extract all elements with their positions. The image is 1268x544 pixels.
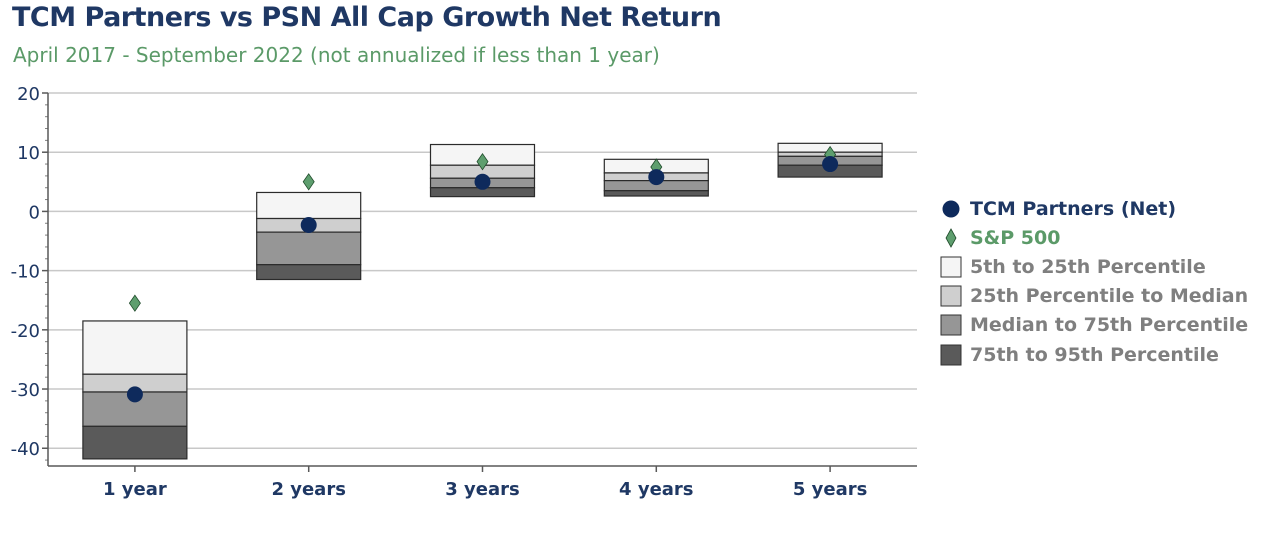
x-tick-label: 3 years [445,479,519,500]
x-tick-label: 1 year [103,479,167,500]
percentile-chart: 20 10 0 -10 -20 -30 -40 1 year 2 years 3 years 4 y… [11,84,917,500]
legend-item-band-75-95: 75th to 95th Percentile [940,340,1248,369]
sp500-point [128,294,141,312]
band-5-25 [82,320,188,375]
legend-label-band-50-75: Median to 75th Percentile [970,314,1249,337]
chart-title: TCM Partners vs PSN All Cap Growth Net R… [12,2,722,33]
band-75-95 [256,264,362,281]
x-tick-label: 2 years [271,479,345,500]
tcm-point [474,173,491,190]
band-50-75 [256,231,362,266]
legend-item-band-25-50: 25th Percentile to Median [940,282,1248,311]
legend-item-sp500: S&P 500 [940,223,1248,252]
swatch-light-icon [940,256,962,278]
tcm-point [648,169,665,186]
chart-legend: TCM Partners (Net) S&P 500 5th to 25th P… [940,194,1248,369]
band-75-95 [82,425,188,460]
y-tick-label: 20 [17,84,40,105]
band-75-95 [603,190,709,197]
legend-item-band-5-25: 5th to 25th Percentile [940,252,1248,281]
tcm-point [300,217,317,234]
band-5-25 [256,191,362,220]
y-tick-label: 0 [29,202,40,223]
tcm-point [822,156,839,173]
diamond-marker-icon [940,227,962,249]
y-tick-label: -40 [11,439,40,460]
circle-marker-icon [940,198,962,220]
tcm-point [126,386,143,403]
chart-subtitle: April 2017 - September 2022 (not annuali… [13,43,660,67]
x-tick-label: 4 years [619,479,693,500]
sp500-point [476,152,489,171]
legend-label-band-25-50: 25th Percentile to Median [970,285,1249,308]
legend-label-tcm: TCM Partners (Net) [970,197,1177,220]
legend-label-sp500: S&P 500 [970,226,1061,249]
legend-label-band-75-95: 75th to 95th Percentile [970,343,1219,366]
x-tick-label: 5 years [793,479,867,500]
legend-item-band-50-75: Median to 75th Percentile [940,311,1248,340]
swatch-gray-icon [940,314,962,336]
y-tick-label: -30 [11,380,40,401]
legend-item-tcm: TCM Partners (Net) [940,194,1248,223]
y-tick-label: -10 [11,262,40,283]
swatch-dark-icon [940,344,962,366]
legend-label-band-5-25: 5th to 25th Percentile [970,255,1206,278]
swatch-lightgray-icon [940,285,962,307]
y-tick-label: -20 [11,321,40,342]
sp500-point [302,173,315,191]
y-tick-label: 10 [17,143,40,164]
